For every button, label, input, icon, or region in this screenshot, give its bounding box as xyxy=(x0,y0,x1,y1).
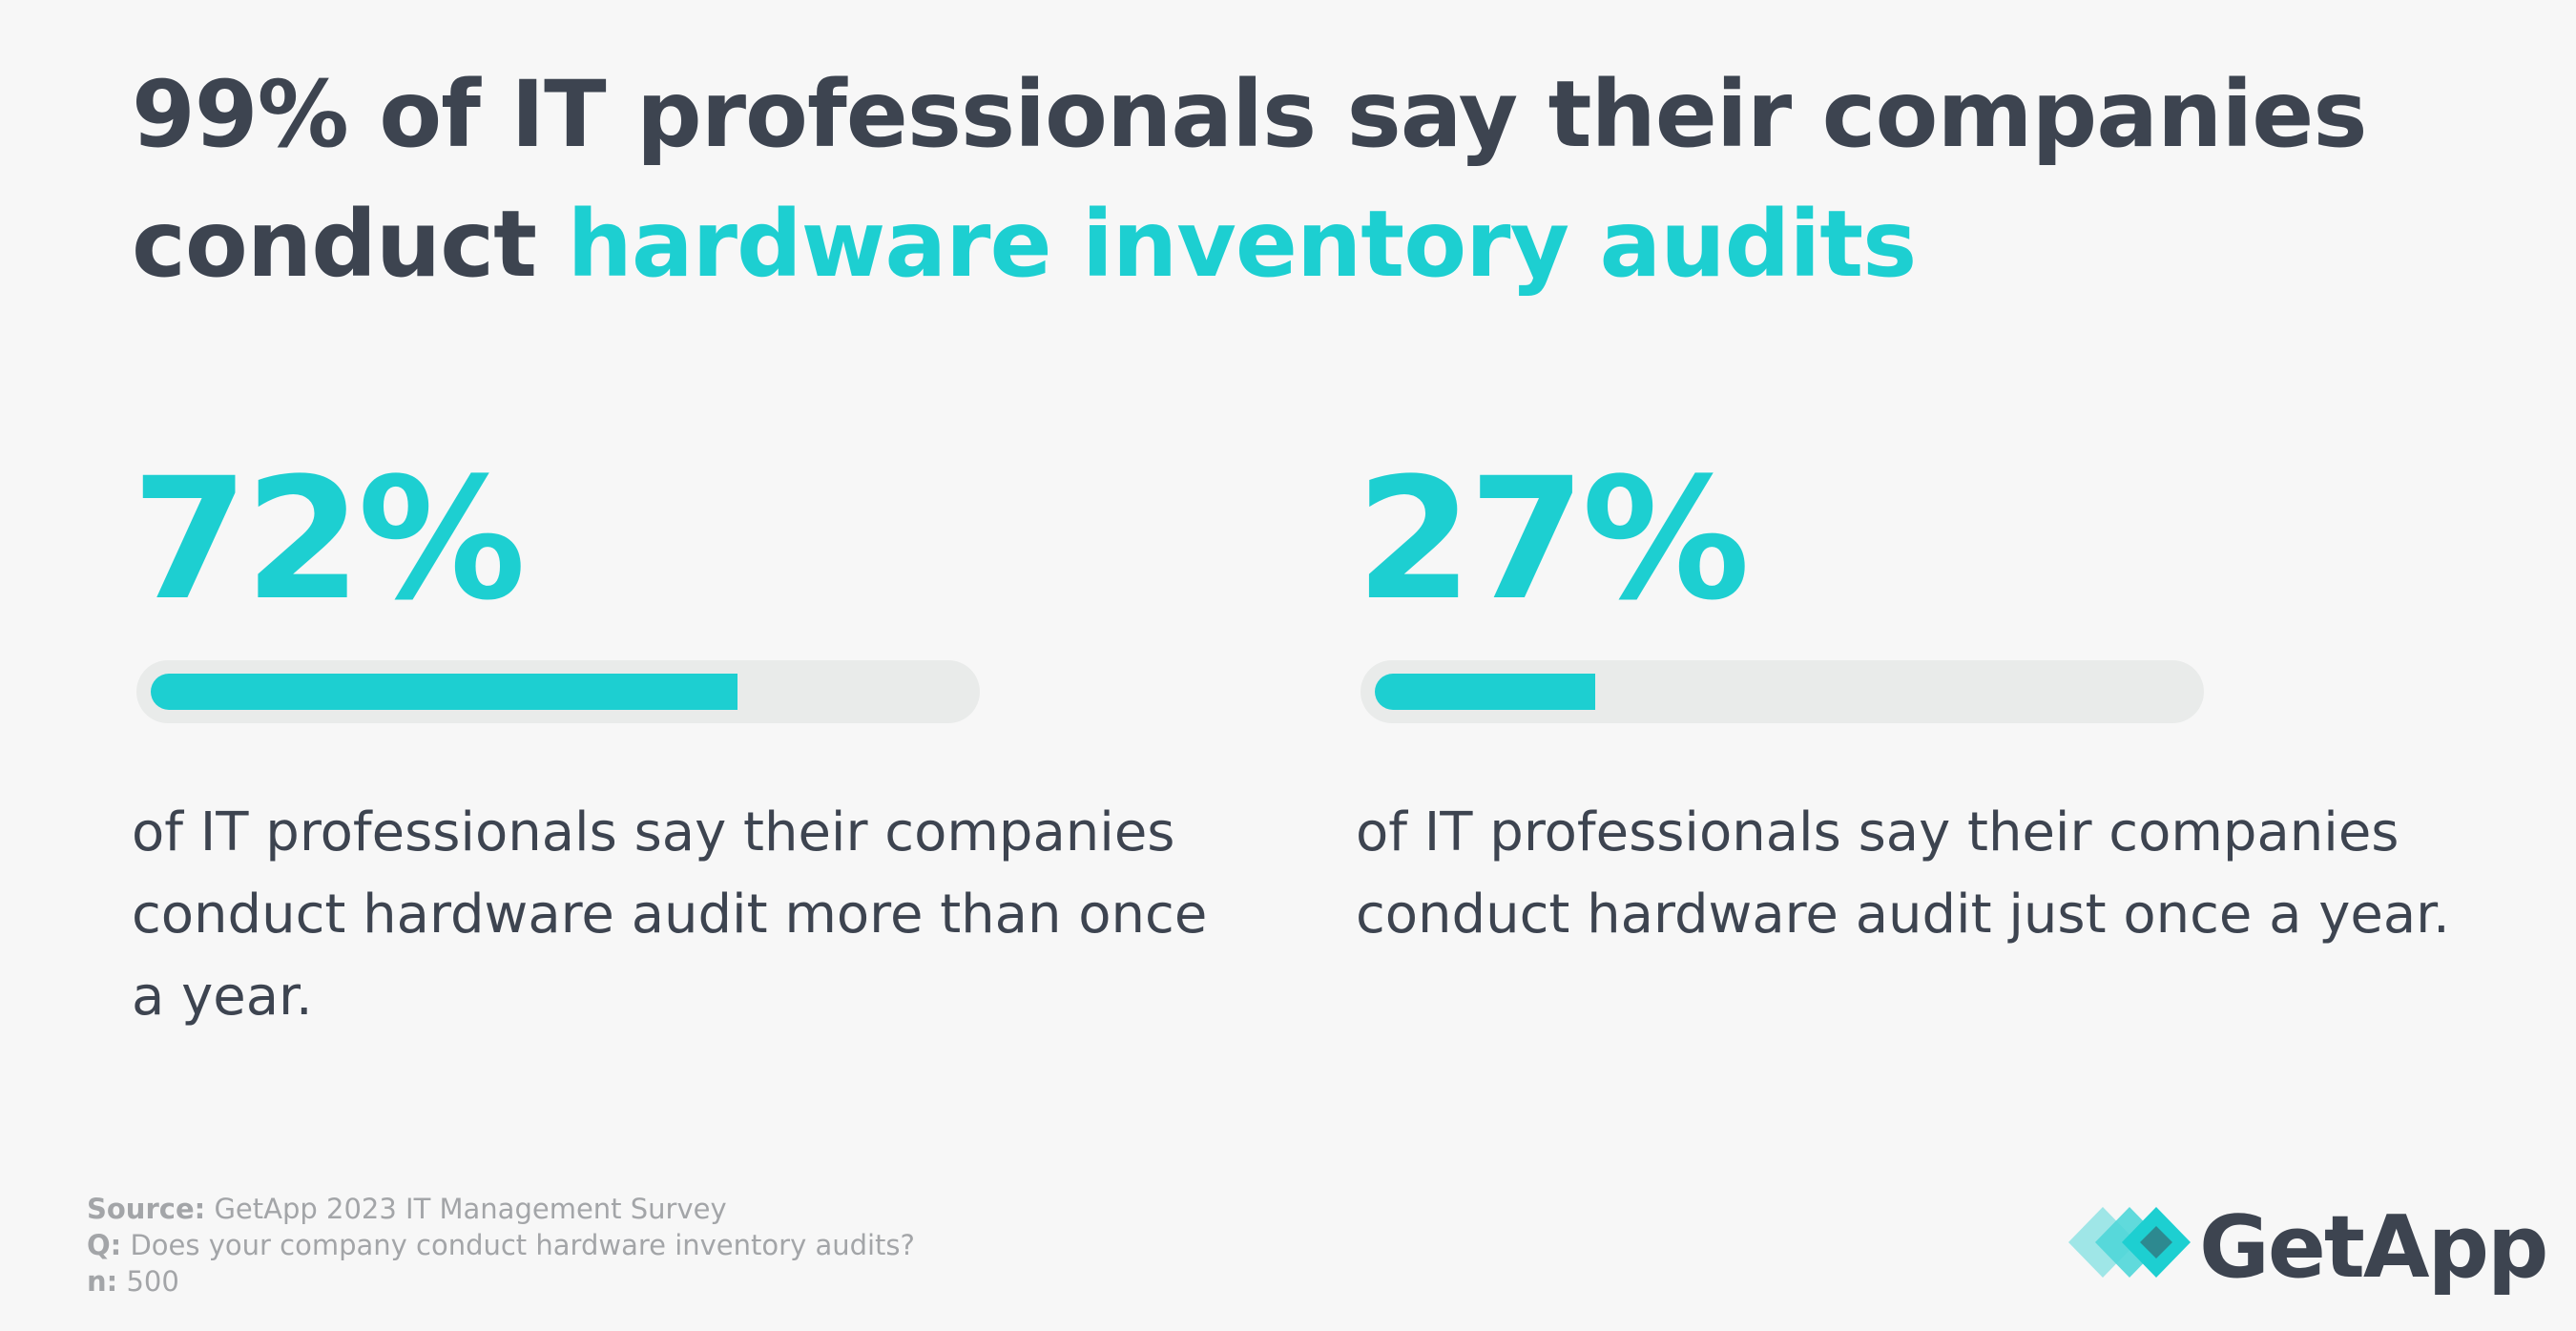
note: Source: GetApp 2023 IT Management Survey xyxy=(87,1193,727,1225)
bar xyxy=(151,674,737,710)
note: n: 500 xyxy=(87,1265,179,1298)
title-highlight: hardware inventory audits xyxy=(567,191,1917,298)
brand-icon xyxy=(2068,1207,2191,1278)
note-text: 500 xyxy=(126,1265,179,1298)
note-text: Does your company conduct hardware inven… xyxy=(130,1229,915,1261)
description: of IT professionals say their companies … xyxy=(1356,801,2450,946)
title-text: 99% of IT professionals say their compan… xyxy=(132,61,2367,298)
note-label: Source: xyxy=(87,1193,206,1225)
note-label: n: xyxy=(87,1265,118,1298)
description: of IT professionals say their companies … xyxy=(132,801,1208,1028)
brand: GetApp xyxy=(2199,1197,2548,1298)
bar xyxy=(1375,674,1595,710)
title: 99% of IT professionals say their compan… xyxy=(132,50,2469,309)
note: Q: Does your company conduct hardware in… xyxy=(87,1229,915,1261)
value-label: 72% xyxy=(132,442,526,637)
note-text: GetApp 2023 IT Management Survey xyxy=(214,1193,727,1225)
value-label: 27% xyxy=(1356,442,1750,637)
note-label: Q: xyxy=(87,1229,122,1261)
